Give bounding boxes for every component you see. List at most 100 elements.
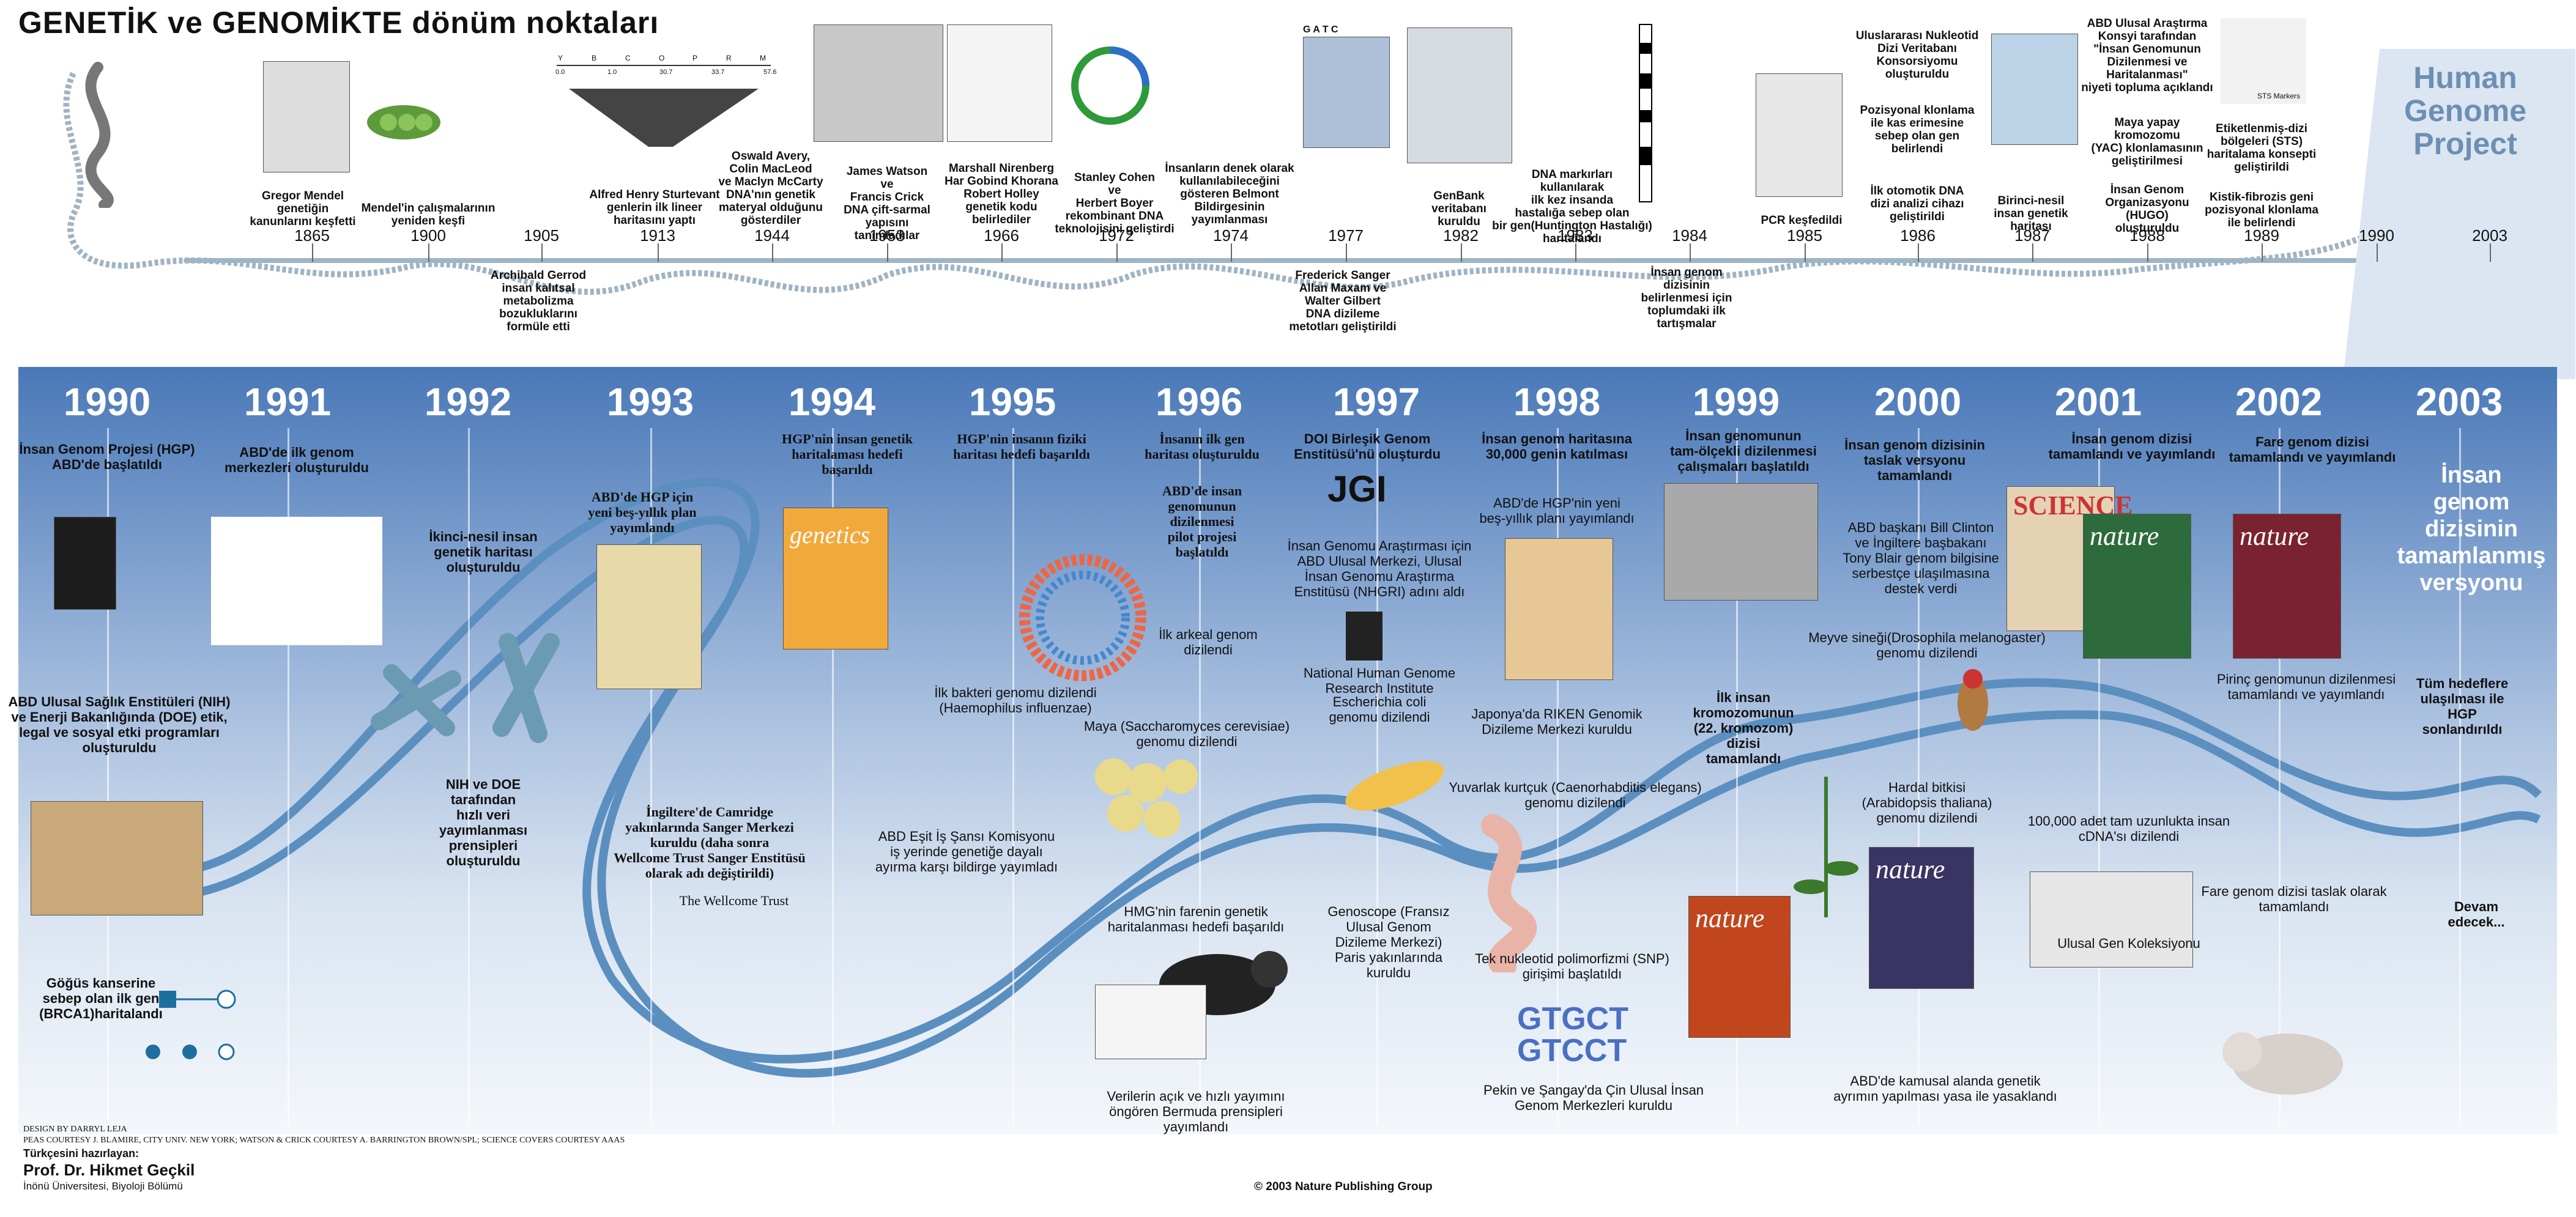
top-year-tick [1575, 243, 1576, 262]
sturtevant-distance-label: 0.0 [555, 68, 565, 76]
sturtevant-distance-label: 57.6 [763, 68, 777, 76]
sturtevant-distance-label: 1.0 [607, 68, 617, 76]
science-cover-1993 [596, 544, 702, 689]
nature-title-1999: nature [1695, 903, 1765, 933]
page-title: GENETİK ve GENOMİKTE dönüm noktaları [18, 6, 659, 40]
top-caption-c1988c: İnsan Genom Organizasyonu (HUGO) oluştur… [2105, 183, 2189, 235]
bottom-caption-y1993a: ABD'de HGP için yeni beş-yıllık plan yay… [588, 489, 697, 535]
top-caption-c1977: Frederick Sanger Allan Maxam ve Walter G… [1289, 269, 1397, 333]
top-year-tick [1918, 243, 1919, 262]
peas-illustration [367, 105, 440, 139]
sts-markers-label: STS Markers [2257, 92, 2301, 100]
bottom-caption-y1997a: DOI Birleşik Genom Enstitüsü'nü oluşturd… [1294, 431, 1441, 462]
bottom-caption-y1997d: Genoscope (Fransız Ulusal Genom Dizileme… [1327, 904, 1450, 980]
top-caption-c1982: GenBank veritabanı kuruldu [1431, 190, 1487, 228]
nature-arabidopsis-cover: nature [1869, 847, 1974, 989]
bottom-caption-y1990a: İnsan Genom Projesi (HGP) ABD'de başlatı… [19, 442, 195, 472]
top-caption-c1987: Birinci-nesil insan genetik haritası [1994, 194, 2068, 233]
bottom-caption-y2003b: Tüm hedeflere ulaşılması ile HGP sonland… [2416, 676, 2509, 737]
top-year-tick [2377, 243, 2378, 262]
top-caption-c1986b: Pozisyonal klonlama ile kas erimesine se… [1860, 104, 1975, 155]
bottom-year-label: 1998 [1513, 380, 1601, 424]
nature-title-2002: nature [2240, 521, 2309, 551]
top-year-label: 1977 [1328, 226, 1364, 245]
hgp-label: Human Genome Project [2403, 61, 2527, 161]
bottom-caption-y1992b: NIH ve DOE tarafından hızlı veri yayımla… [439, 777, 528, 868]
bottom-caption-y1995a: HGP'nin insanın fiziki haritası hedefi b… [953, 431, 1090, 462]
top-year-label: 1900 [410, 226, 446, 245]
top-year-label: 1865 [294, 226, 330, 245]
top-year-label: 1988 [2129, 226, 2165, 245]
top-year-tick [2147, 243, 2148, 262]
year-divider [1012, 428, 1014, 1125]
nature-genetics-title: genetics [790, 521, 870, 549]
bottom-caption-y1998a: İnsan genom haritasına 30,000 genin katı… [1482, 431, 1632, 462]
top-year-tick [428, 243, 429, 262]
chromosome-4-diagram [1639, 24, 1652, 202]
jgi-logo: JGI [1327, 468, 1387, 509]
sturtevant-map [557, 65, 771, 147]
sturtevant-distance-label: 33.7 [711, 68, 725, 76]
bottom-caption-y2002b: Pirinç genomunun dizilenmesi tamamlandı … [2216, 671, 2396, 702]
bottom-caption-y1990c: Göğüs kanserine sebep olan ilk gen (BRCA… [39, 975, 163, 1021]
gatc-lanes-label: G A T C [1303, 24, 1338, 35]
top-caption-c1989b: Kistik-fibrozis geni pozisyonal klonlama… [2205, 191, 2318, 229]
bottom-caption-y1996c: İlk arkeal genom dizilendi [1159, 627, 1258, 657]
bottom-year-label: 2002 [2235, 380, 2323, 424]
arabidopsis-plant [1794, 777, 1858, 917]
bottom-caption-y2000e: ABD'de kamusal alanda genetik ayrımın ya… [1833, 1073, 2057, 1104]
bottom-year-label: 1997 [1332, 380, 1420, 424]
top-year-label: 2003 [2472, 226, 2507, 245]
mendel-portrait [263, 61, 350, 172]
top-year-label: 1989 [2244, 226, 2279, 245]
top-year-tick [1805, 243, 1806, 262]
bottom-caption-y2003a: İnsan genom dizisinin tamamlanmış versyo… [2397, 462, 2546, 596]
bottom-caption-y1999b: İlk insan kromozomunun (22. kromozom) di… [1693, 690, 1794, 766]
top-year-tick [1346, 243, 1347, 262]
bottom-caption-y1993b: İngiltere'de Camridge yakınlarında Sange… [614, 804, 806, 881]
sts-markers-diagram: STS Markers [2221, 18, 2306, 104]
pcr-diagram [1756, 73, 1843, 197]
nature-title-2000: nature [1876, 854, 1945, 884]
top-year-tick [2032, 243, 2033, 262]
bacterial-genome-map [1019, 554, 1146, 681]
top-year-tick [541, 243, 543, 262]
bottom-caption-y2003c: Devam edecek... [2448, 899, 2505, 930]
sequencing-gel [1303, 37, 1390, 148]
translator-label: Türkçesini hazırlayan: [23, 1147, 139, 1160]
top-year-label: 1990 [2359, 226, 2394, 245]
top-caption-c1944: Oswald Avery, Colin MacLeod ve Maclyn Mc… [718, 150, 823, 227]
sturtevant-gene-letter: P [692, 54, 698, 62]
bottom-caption-y2000b: ABD başkanı Bill Clinton ve İngiltere ba… [1843, 520, 1999, 596]
year-divider [2279, 428, 2281, 1125]
top-caption-c1905: Archibald Gerrod insan kalıtsal metaboli… [490, 269, 587, 333]
children-photo [31, 801, 203, 916]
bottom-year-label: 2000 [1874, 380, 1962, 424]
translator-department: İnönü Üniversitesi, Biyoloji Bölümü [23, 1180, 183, 1192]
sturtevant-gene-letter: M [760, 54, 766, 62]
design-credits: DESIGN BY DARRYL LEJA PEAS COURTESY J. B… [23, 1125, 625, 1145]
nature-mouse-cover: nature [2233, 514, 2341, 659]
top-year-tick [1690, 243, 1691, 262]
top-caption-c1913: Alfred Henry Sturtevant genlerin ilk lin… [589, 188, 720, 227]
top-year-tick [658, 243, 659, 262]
translator-name: Prof. Dr. Hikmet Geçkil [23, 1161, 195, 1179]
year-divider [2098, 428, 2100, 1125]
nature-title-2001: nature [2090, 521, 2159, 551]
bottom-caption-y1995c: ABD Eşit İş Şansı Komisyonu iş yerinde g… [875, 829, 1058, 875]
bottom-year-label: 1994 [788, 380, 876, 424]
top-year-tick [2490, 243, 2491, 262]
bottom-caption-y1998d: Yuvarlak kurtçuk (Caenorhabditis elegans… [1449, 780, 1702, 810]
bottom-year-label: 1992 [424, 380, 512, 424]
c-elegans-worm [1481, 814, 1537, 972]
watson-crick-photo [814, 24, 943, 142]
bottom-caption-y1996a: İnsanın ilk gen haritası oluşturuldu [1145, 431, 1260, 462]
year-divider [468, 428, 470, 1125]
top-caption-c1900: Mendel'in çalışmalarının yeniden keşfi [361, 202, 496, 227]
science-cover-1998 [1505, 538, 1613, 680]
top-year-tick [312, 243, 313, 262]
top-year-label: 1986 [1900, 226, 1936, 245]
top-caption-c1986c: İlk otomotik DNA dizi analizi cihazı gel… [1870, 185, 1964, 223]
top-year-label: 1974 [1213, 226, 1249, 245]
bottom-caption-y1990b: ABD Ulusal Sağlık Enstitüleri (NIH) ve E… [8, 694, 231, 755]
